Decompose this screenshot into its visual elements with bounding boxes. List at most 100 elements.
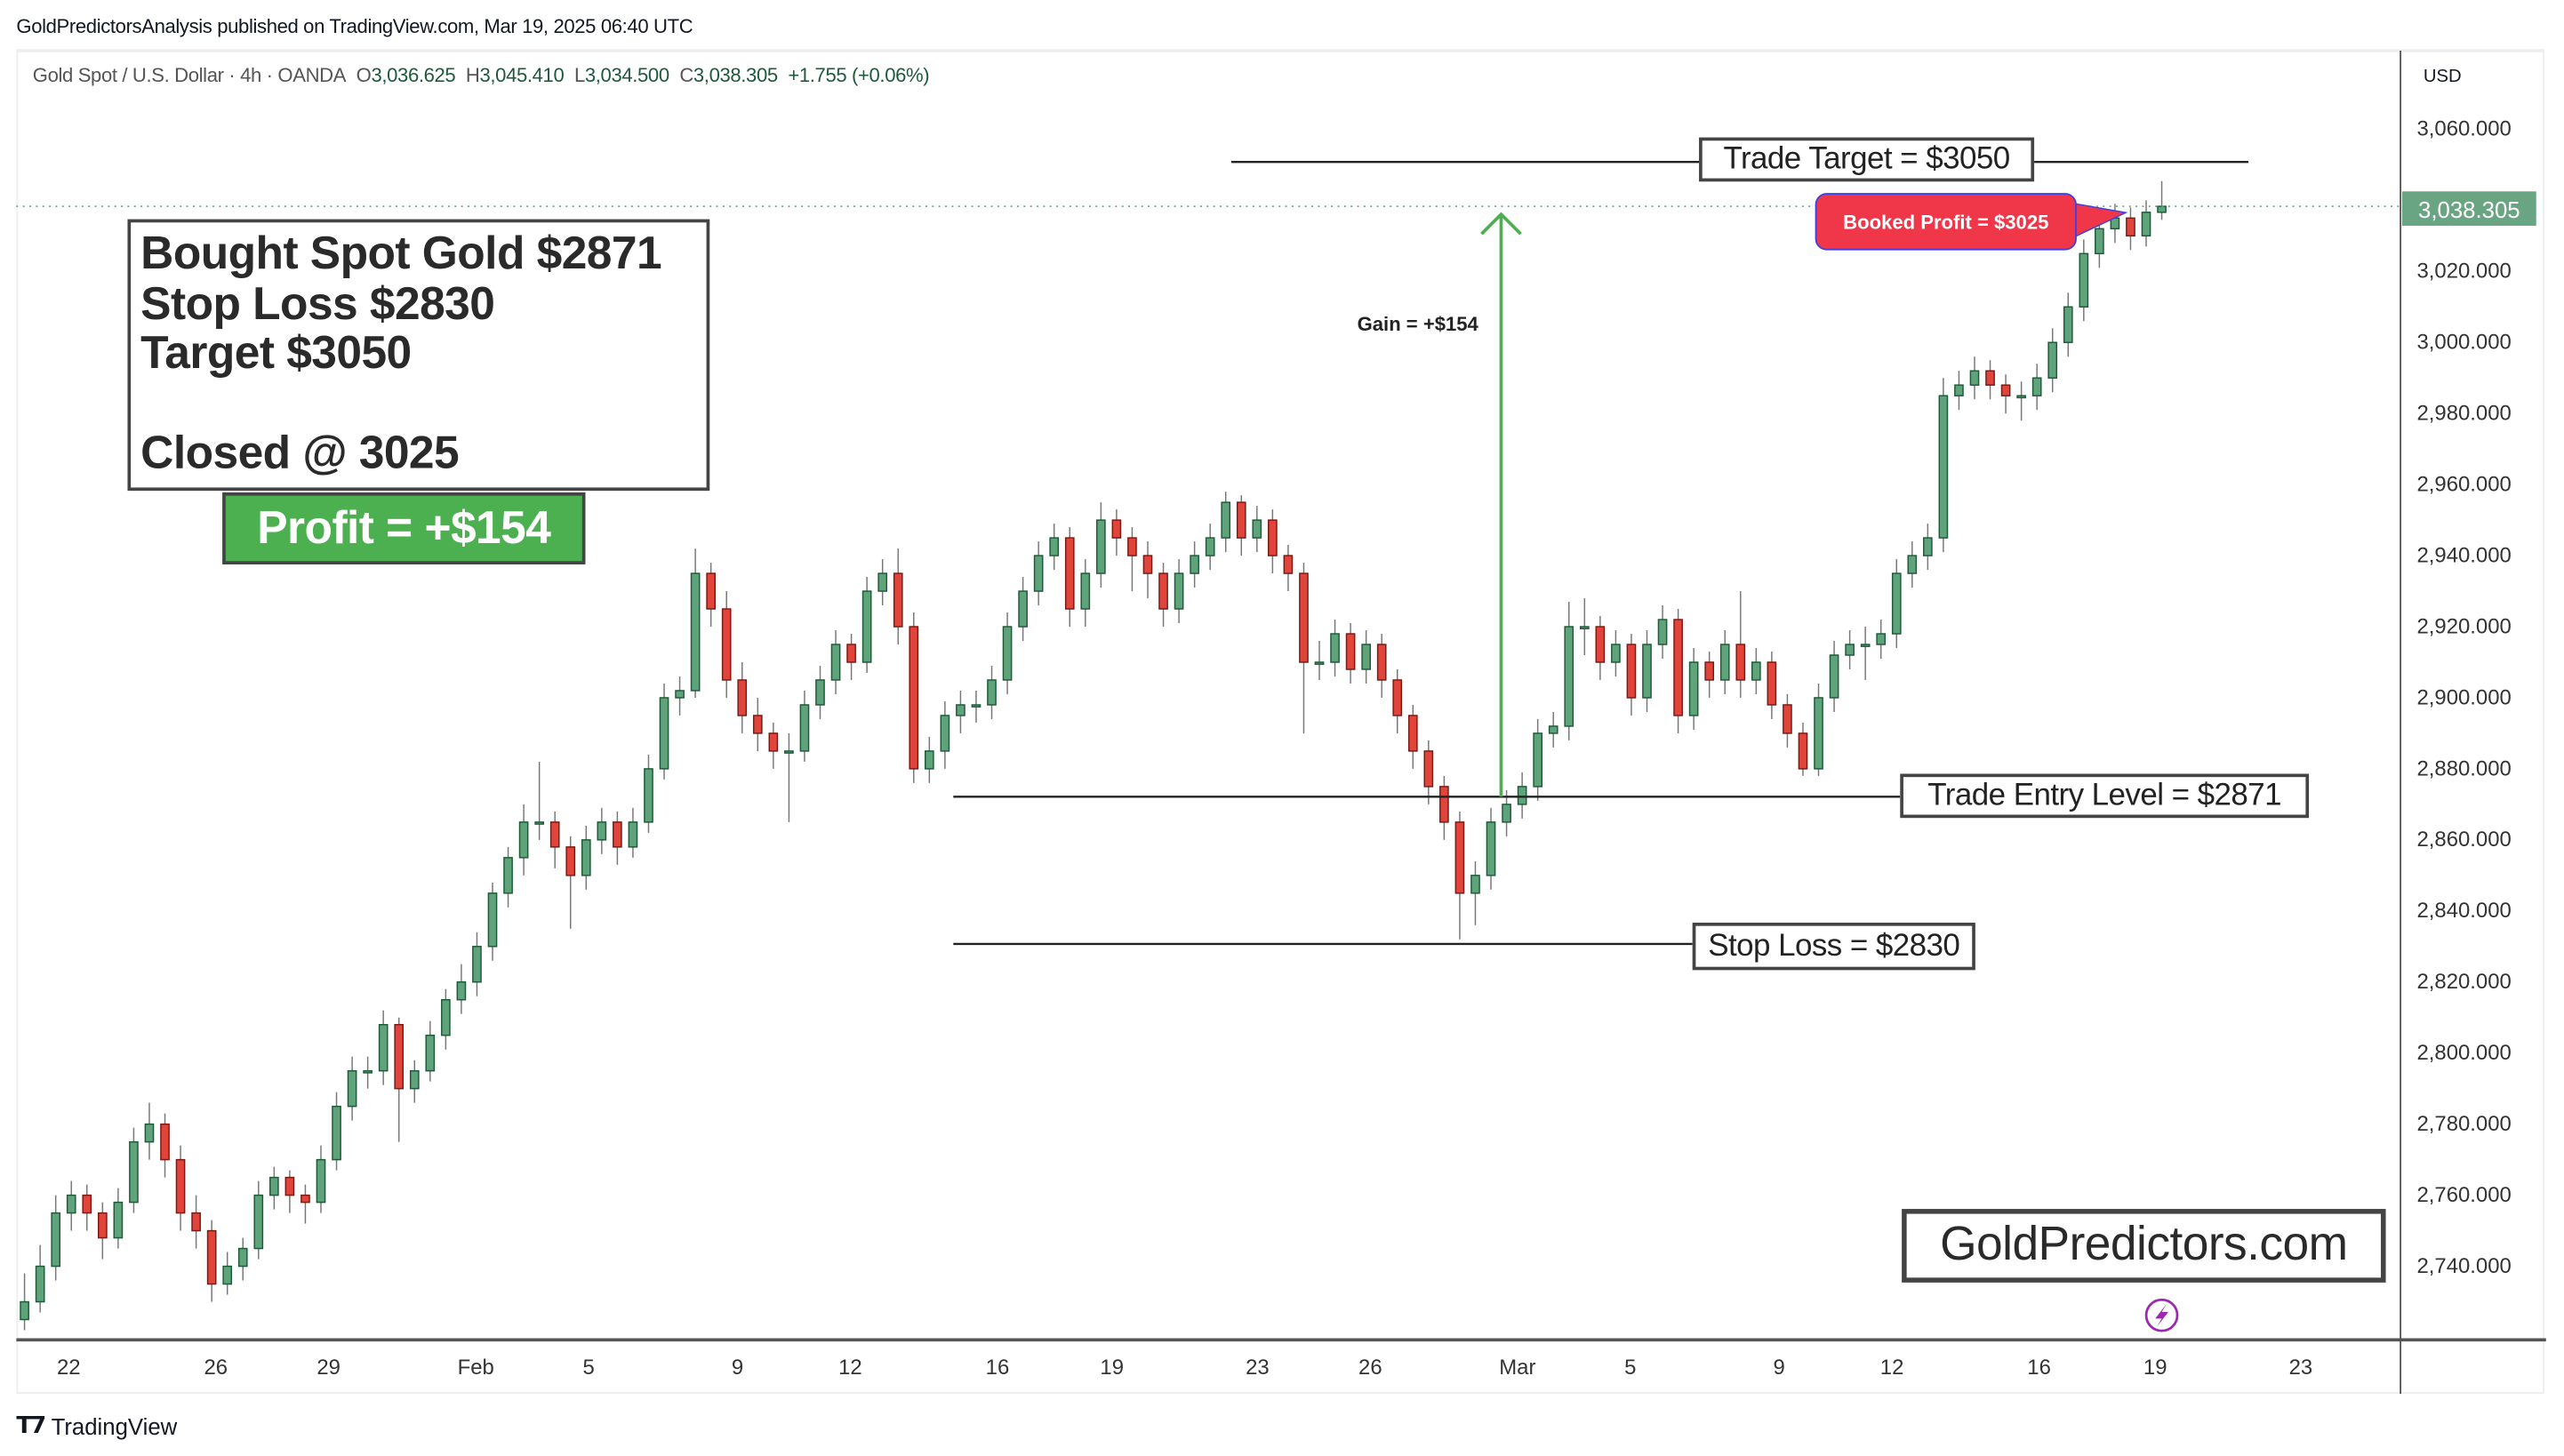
candle-body	[1704, 661, 1715, 681]
candle	[1642, 630, 1652, 712]
candle-body	[1454, 821, 1465, 894]
candle	[1330, 620, 1340, 676]
candle	[1688, 648, 1699, 730]
candle	[1314, 641, 1325, 680]
candle-body	[1845, 644, 1855, 656]
candle	[924, 736, 934, 783]
candle-body	[82, 1194, 92, 1214]
candle	[1064, 527, 1075, 628]
candle	[503, 846, 513, 908]
candle	[2141, 200, 2151, 247]
candle-body	[1829, 654, 1839, 699]
x-tick-label: 26	[204, 1356, 228, 1380]
tradingview-logo[interactable]: 𝗧𝟳 TradingView	[16, 1412, 177, 1439]
info-line-target: Target $3050	[140, 327, 412, 379]
candle-body	[378, 1023, 389, 1072]
candle	[269, 1166, 279, 1210]
symbol-name[interactable]: Gold Spot / U.S. Dollar · 4h · OANDA	[32, 63, 347, 87]
candle	[721, 591, 732, 698]
x-tick-label: 9	[732, 1356, 743, 1380]
candle-body	[846, 644, 856, 663]
candle-body	[644, 768, 653, 823]
candle-body	[1407, 715, 1418, 752]
candle-body	[253, 1194, 264, 1250]
candle-body	[1486, 821, 1496, 876]
candle	[971, 690, 982, 723]
candle	[363, 1056, 373, 1089]
y-tick-label: 3,000.000	[2416, 331, 2511, 355]
candle-body	[1814, 697, 1823, 770]
candle-body	[1361, 644, 1371, 670]
candle	[644, 754, 653, 833]
brand-watermark: GoldPredictors.com	[1902, 1209, 2386, 1283]
candle	[690, 548, 701, 698]
candle-body	[987, 679, 997, 706]
candle-body	[20, 1300, 29, 1321]
candle-body	[409, 1069, 420, 1090]
candle-body	[1423, 750, 1434, 788]
candle-body	[144, 1123, 155, 1143]
candle-body	[206, 1229, 217, 1285]
y-tick-label: 2,800.000	[2416, 1041, 2511, 1065]
candle	[97, 1202, 108, 1260]
candle	[893, 548, 903, 645]
candle	[2016, 381, 2026, 421]
candle-body	[518, 821, 529, 859]
candle	[1814, 683, 1823, 776]
candle-body	[1470, 875, 1480, 894]
x-tick-label: 29	[316, 1356, 341, 1380]
candle	[1127, 527, 1137, 592]
candle	[20, 1273, 29, 1331]
candle-body	[1798, 732, 1808, 770]
candle	[2047, 328, 2058, 393]
candle-body	[1517, 786, 1527, 805]
candle-body	[940, 715, 950, 752]
candle-body	[2016, 395, 2026, 399]
candle	[82, 1184, 92, 1231]
high-value: 3,045.410	[479, 63, 565, 87]
candle	[706, 563, 716, 628]
candle-body	[1268, 519, 1278, 556]
close-value: 3,038.305	[693, 63, 778, 87]
low-label: L	[573, 63, 585, 87]
candle-body	[1376, 644, 1387, 681]
candle	[191, 1195, 201, 1249]
candle-body	[425, 1034, 436, 1072]
candle-body	[1938, 395, 1949, 539]
candle-body	[893, 572, 903, 628]
candle	[861, 577, 872, 673]
low-value: 3,034.500	[584, 63, 669, 87]
trade-entry-label: Trade Entry Level = $2871	[1900, 773, 2310, 819]
tradingview-logo-text: TradingView	[51, 1412, 178, 1439]
candle	[1923, 524, 1933, 571]
candle-body	[690, 572, 701, 692]
info-line-bought: Bought Spot Gold $2871	[140, 227, 662, 278]
candle	[1158, 563, 1168, 628]
candle-body	[1985, 370, 1995, 386]
candle	[1299, 563, 1309, 733]
currency-label[interactable]: USD	[2423, 67, 2462, 87]
x-tick-label: 19	[1100, 1356, 1124, 1380]
candle-body	[394, 1023, 405, 1090]
candle-body	[1954, 384, 1964, 396]
candle	[2063, 292, 2073, 357]
candle-body	[924, 750, 934, 770]
candle-body	[1142, 555, 1153, 574]
candle	[581, 825, 591, 890]
candle	[1985, 360, 1995, 400]
last-price-label: 3,038.305	[2401, 191, 2536, 226]
candle-body	[1907, 555, 1918, 574]
candle-body	[1096, 519, 1106, 574]
candle-body	[1439, 786, 1449, 823]
candle	[2031, 364, 2042, 411]
candle-body	[706, 572, 716, 610]
candle	[2000, 374, 2011, 414]
candle-body	[675, 690, 685, 699]
candle	[300, 1184, 310, 1224]
candle	[237, 1237, 248, 1281]
candle-body	[1533, 732, 1543, 788]
candle	[1938, 378, 1949, 553]
candle	[1221, 492, 1231, 553]
candle-body	[1673, 619, 1683, 716]
